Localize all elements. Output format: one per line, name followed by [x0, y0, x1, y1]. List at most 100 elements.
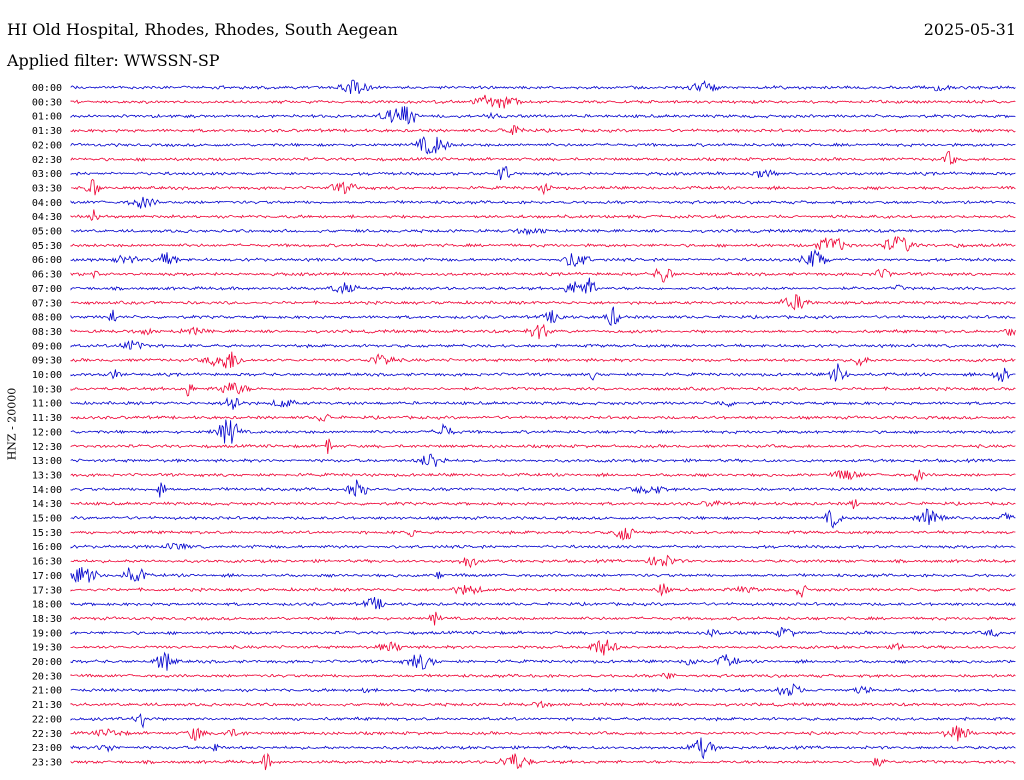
seismic-trace — [70, 79, 1016, 95]
date-label: 2025-05-31 — [923, 20, 1016, 39]
time-label: 13:30 — [32, 470, 62, 481]
time-label: 10:30 — [32, 384, 62, 395]
time-label: 05:00 — [32, 227, 62, 238]
seismic-trace — [70, 527, 1016, 541]
seismic-trace — [70, 340, 1016, 350]
seismic-trace — [70, 267, 1016, 283]
seismic-trace — [70, 249, 1016, 268]
seismic-trace — [70, 626, 1016, 638]
seismic-trace — [70, 725, 1016, 742]
time-label: 18:30 — [32, 614, 62, 625]
time-label: 16:00 — [32, 542, 62, 553]
seismic-trace — [70, 413, 1016, 422]
seismic-trace — [71, 178, 1016, 196]
time-label: 21:00 — [32, 686, 62, 697]
time-label: 03:30 — [32, 183, 62, 194]
time-label: 18:00 — [32, 600, 62, 611]
seismic-trace — [70, 683, 1016, 696]
seismic-trace — [70, 209, 1016, 221]
seismic-trace — [70, 236, 1016, 252]
time-label: 01:30 — [32, 126, 62, 137]
time-label: 03:00 — [32, 169, 62, 180]
seismic-trace — [70, 166, 1016, 181]
time-label: 17:30 — [32, 585, 62, 596]
seismic-trace — [70, 611, 1016, 626]
seismic-trace — [70, 508, 1016, 529]
time-label: 02:00 — [32, 140, 62, 151]
time-label: 08:30 — [32, 327, 62, 338]
seismic-trace — [70, 499, 1016, 510]
time-label: 19:00 — [32, 628, 62, 639]
seismic-trace — [70, 453, 1016, 467]
time-label: 09:00 — [32, 341, 62, 352]
time-label: 09:30 — [32, 356, 62, 367]
time-label: 17:00 — [32, 571, 62, 582]
seismic-trace — [70, 227, 1016, 236]
seismic-trace — [70, 583, 1016, 598]
time-label: 20:00 — [32, 657, 62, 668]
seismic-trace — [70, 752, 1016, 771]
time-label: 01:00 — [32, 112, 62, 123]
seismic-trace — [70, 382, 1016, 397]
time-label: 11:30 — [32, 413, 62, 424]
time-label: 14:30 — [32, 499, 62, 510]
filter-label: Applied filter: WWSSN-SP — [7, 51, 220, 70]
time-label: 10:00 — [32, 370, 62, 381]
seismic-trace — [70, 196, 1016, 209]
time-label: 00:30 — [32, 97, 62, 108]
seismic-trace — [70, 277, 1016, 295]
seismic-trace — [70, 596, 1016, 610]
time-label: 16:30 — [32, 557, 62, 568]
seismic-trace — [70, 306, 1016, 327]
seismic-trace — [70, 294, 1016, 311]
time-label: 07:30 — [32, 298, 62, 309]
seismic-trace — [70, 136, 1016, 155]
seismic-trace — [70, 124, 1016, 135]
seismic-trace — [70, 672, 1016, 680]
seismic-trace — [70, 554, 1016, 569]
seismic-trace — [70, 712, 1016, 729]
seismic-trace — [70, 94, 1016, 109]
time-label: 22:00 — [32, 714, 62, 725]
time-label: 05:30 — [32, 241, 62, 252]
seismic-trace — [70, 700, 1016, 709]
time-label: 15:00 — [32, 514, 62, 525]
time-label: 23:00 — [32, 743, 62, 754]
time-label: 15:30 — [32, 528, 62, 539]
time-label: 22:30 — [32, 729, 62, 740]
seismic-trace — [70, 151, 1016, 166]
time-label: 12:30 — [32, 442, 62, 453]
seismic-trace — [70, 419, 1016, 444]
seismic-trace — [70, 469, 1016, 482]
seismic-trace — [70, 363, 1016, 383]
time-label: 06:30 — [32, 270, 62, 281]
time-label: 19:30 — [32, 643, 62, 654]
time-label: 04:30 — [32, 212, 62, 223]
time-label: 07:00 — [32, 284, 62, 295]
time-label: 21:30 — [32, 700, 62, 711]
seismic-trace — [70, 737, 1016, 760]
seismic-trace — [70, 542, 1016, 551]
seismic-trace — [70, 351, 1016, 369]
seismic-trace — [70, 106, 1016, 125]
time-label: 02:30 — [32, 155, 62, 166]
seismic-trace — [70, 396, 1016, 410]
seismic-trace — [70, 479, 1016, 498]
time-label: 12:00 — [32, 427, 62, 438]
time-label: 11:00 — [32, 399, 62, 410]
time-label: 04:00 — [32, 198, 62, 209]
time-label: 23:30 — [32, 757, 62, 768]
seismic-trace — [70, 438, 1016, 455]
station-title: HI Old Hospital, Rhodes, Rhodes, South A… — [7, 20, 398, 39]
time-label: 20:30 — [32, 671, 62, 682]
seismic-trace — [70, 651, 1016, 671]
seismic-trace — [70, 639, 1016, 656]
time-label: 14:00 — [32, 485, 62, 496]
time-label: 06:00 — [32, 255, 62, 266]
seismic-trace — [70, 567, 1016, 584]
seismic-trace — [70, 323, 1016, 340]
time-label: 00:00 — [32, 83, 62, 94]
time-label: 08:00 — [32, 313, 62, 324]
time-label: 13:00 — [32, 456, 62, 467]
